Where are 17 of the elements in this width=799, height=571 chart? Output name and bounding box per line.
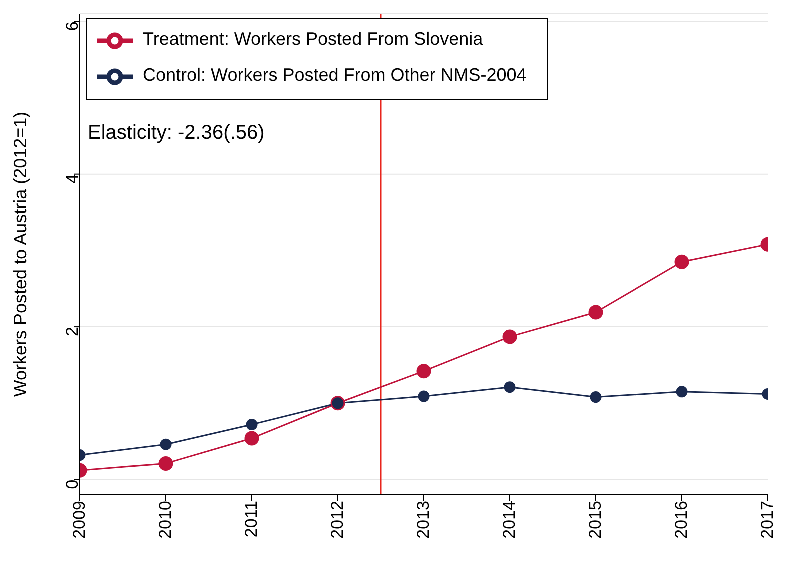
legend-label: Control: Workers Posted From Other NMS-2004 xyxy=(143,65,527,86)
x-tick-label: 2014 xyxy=(500,501,520,539)
x-tick-label: 2011 xyxy=(242,501,262,538)
x-tick-label: 2009 xyxy=(70,501,90,539)
legend-label: Treatment: Workers Posted From Slovenia xyxy=(143,29,484,50)
x-tick-label: 2015 xyxy=(586,501,606,539)
y-tick-label: 0 xyxy=(63,480,82,490)
x-tick-label: 2013 xyxy=(414,501,434,539)
x-tick-label: 2012 xyxy=(328,501,348,539)
y-tick-label: 4 xyxy=(63,174,82,184)
x-tick-label: 2017 xyxy=(758,501,778,539)
y-axis-title: Workers Posted to Austria (2012=1) xyxy=(10,112,30,398)
x-tick-label: 2016 xyxy=(672,501,692,539)
y-tick-label: 2 xyxy=(63,327,82,336)
annotation: Elasticity: -2.36(.56) xyxy=(88,122,265,145)
y-tick-label: 6 xyxy=(63,22,82,32)
x-tick-label: 2010 xyxy=(156,501,176,539)
